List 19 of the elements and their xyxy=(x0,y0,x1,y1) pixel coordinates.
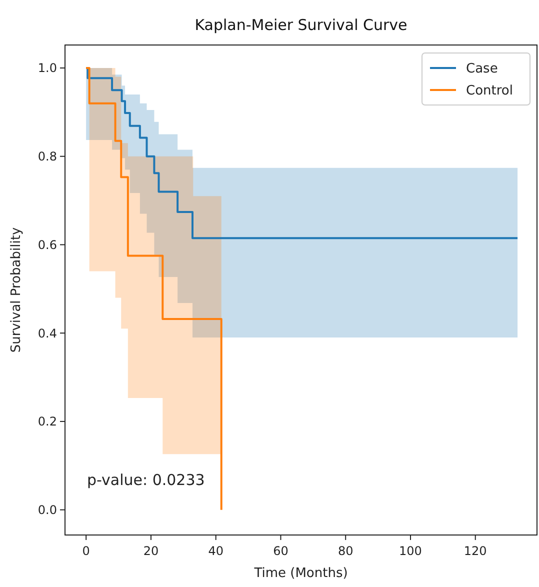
y-tick-label: 0.8 xyxy=(38,150,57,164)
x-tick-label: 40 xyxy=(208,544,224,558)
x-tick-label: 20 xyxy=(143,544,159,558)
y-tick-label: 0.4 xyxy=(38,326,57,340)
x-tick-label: 120 xyxy=(464,544,487,558)
y-tick-label: 1.0 xyxy=(38,61,57,76)
x-tick-label: 0 xyxy=(82,544,90,558)
x-axis-title: Time (Months) xyxy=(253,566,348,581)
legend-label: Control xyxy=(466,84,513,99)
chart-title: Kaplan-Meier Survival Curve xyxy=(194,16,408,34)
x-tick-label: 60 xyxy=(273,544,288,558)
annotation: p-value: 0.0233 xyxy=(87,471,205,489)
y-tick-label: 0.2 xyxy=(38,414,57,429)
legend-label: Case xyxy=(466,62,498,77)
y-tick-label: 0.6 xyxy=(38,238,57,252)
x-tick-label: 80 xyxy=(338,544,354,558)
x-tick-label: 100 xyxy=(399,544,422,558)
y-axis-title: Survival Probability xyxy=(9,227,24,353)
y-tick-label: 0.0 xyxy=(38,503,57,518)
